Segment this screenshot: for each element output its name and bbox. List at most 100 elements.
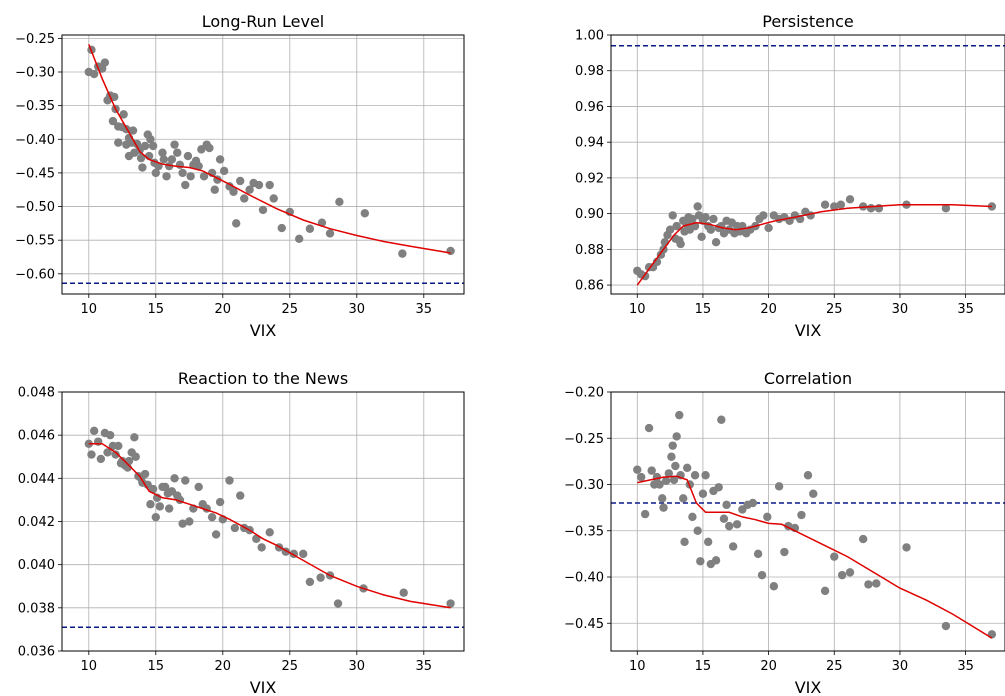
y-tick-label: 0.94 xyxy=(575,136,604,151)
data-point xyxy=(335,197,344,207)
data-point xyxy=(764,223,773,233)
data-point xyxy=(155,502,165,511)
data-point xyxy=(236,491,245,500)
data-point xyxy=(305,577,315,587)
data-point xyxy=(671,461,680,471)
x-tick-label: 25 xyxy=(282,302,299,317)
data-point xyxy=(774,482,784,491)
data-point xyxy=(725,521,734,531)
chart-title: Reaction to the News xyxy=(178,369,348,388)
data-point xyxy=(207,512,217,522)
data-point xyxy=(748,498,758,508)
data-point xyxy=(698,489,708,498)
data-point xyxy=(759,211,768,220)
y-tick-label: −0.40 xyxy=(15,133,55,148)
data-point xyxy=(652,472,662,482)
data-point xyxy=(175,160,185,170)
data-point xyxy=(658,494,667,503)
x-tick-label: 35 xyxy=(957,302,974,317)
data-point xyxy=(806,211,815,220)
y-tick-label: −0.55 xyxy=(15,234,55,249)
y-tick-label: 0.042 xyxy=(18,515,55,530)
x-tick-label: 20 xyxy=(760,659,777,674)
data-point xyxy=(711,238,721,247)
x-tick-label: 15 xyxy=(148,302,165,317)
data-point xyxy=(701,212,710,222)
y-tick-label: −0.35 xyxy=(15,99,55,114)
data-point xyxy=(688,512,697,522)
data-point xyxy=(186,172,195,181)
data-point xyxy=(647,466,656,475)
data-point xyxy=(194,161,203,171)
plot-area xyxy=(62,44,464,284)
data-point xyxy=(333,599,343,608)
x-tick-label: 35 xyxy=(957,659,974,674)
data-point xyxy=(111,450,120,459)
data-point xyxy=(837,570,847,580)
data-point xyxy=(769,582,779,591)
data-point xyxy=(728,542,738,551)
data-point xyxy=(183,151,193,161)
data-point xyxy=(668,211,677,220)
data-point xyxy=(108,116,118,126)
data-point xyxy=(701,471,710,480)
y-tick-label: −0.45 xyxy=(15,166,55,181)
y-tick-label: 0.038 xyxy=(18,601,55,616)
data-point xyxy=(148,141,158,151)
data-point xyxy=(159,155,169,164)
data-point xyxy=(215,155,225,164)
y-tick-label: −0.30 xyxy=(15,66,55,81)
data-point xyxy=(866,204,876,213)
y-tick-label: −0.50 xyxy=(15,200,55,215)
data-point xyxy=(136,153,146,163)
y-tick-label: −0.45 xyxy=(564,617,604,632)
y-tick-label: −0.60 xyxy=(15,267,55,282)
data-point xyxy=(360,209,370,218)
x-axis-label: VIX xyxy=(795,678,822,696)
data-point xyxy=(644,423,654,433)
y-tick-label: 0.046 xyxy=(18,429,55,444)
data-point xyxy=(661,476,671,485)
data-point xyxy=(158,148,167,157)
data-point xyxy=(96,454,106,464)
data-point xyxy=(269,194,278,203)
data-point xyxy=(236,176,245,186)
plot-area xyxy=(62,426,464,629)
data-point xyxy=(173,148,182,157)
x-axis-label: VIX xyxy=(250,321,277,340)
data-point xyxy=(210,185,219,194)
data-point xyxy=(665,225,675,234)
chart-title: Long-Run Level xyxy=(202,12,325,31)
data-point xyxy=(717,415,726,424)
data-point xyxy=(398,249,407,258)
data-point xyxy=(858,534,868,544)
data-point xyxy=(696,557,705,566)
data-point xyxy=(780,547,789,557)
data-point xyxy=(245,185,254,194)
x-axis-label: VIX xyxy=(795,321,822,340)
data-point xyxy=(902,543,911,552)
data-point xyxy=(140,469,150,479)
axes-frame xyxy=(61,391,465,652)
data-point xyxy=(864,580,873,589)
data-point xyxy=(265,528,274,537)
x-tick-label: 25 xyxy=(282,659,299,674)
data-point xyxy=(845,568,855,577)
data-point xyxy=(146,500,155,509)
data-point xyxy=(757,570,767,580)
data-point xyxy=(170,474,179,483)
data-point xyxy=(89,69,99,79)
data-point xyxy=(722,500,731,510)
x-tick-label: 30 xyxy=(892,302,909,317)
fitted-curve xyxy=(88,443,451,609)
data-point xyxy=(167,155,177,164)
data-point xyxy=(199,172,209,181)
y-tick-label: −0.35 xyxy=(564,524,604,539)
data-point xyxy=(655,480,664,489)
data-point xyxy=(399,588,408,597)
data-point xyxy=(664,469,673,478)
data-point xyxy=(181,476,190,485)
y-tick-label: 0.048 xyxy=(18,386,55,401)
y-tick-label: −0.40 xyxy=(564,571,604,586)
